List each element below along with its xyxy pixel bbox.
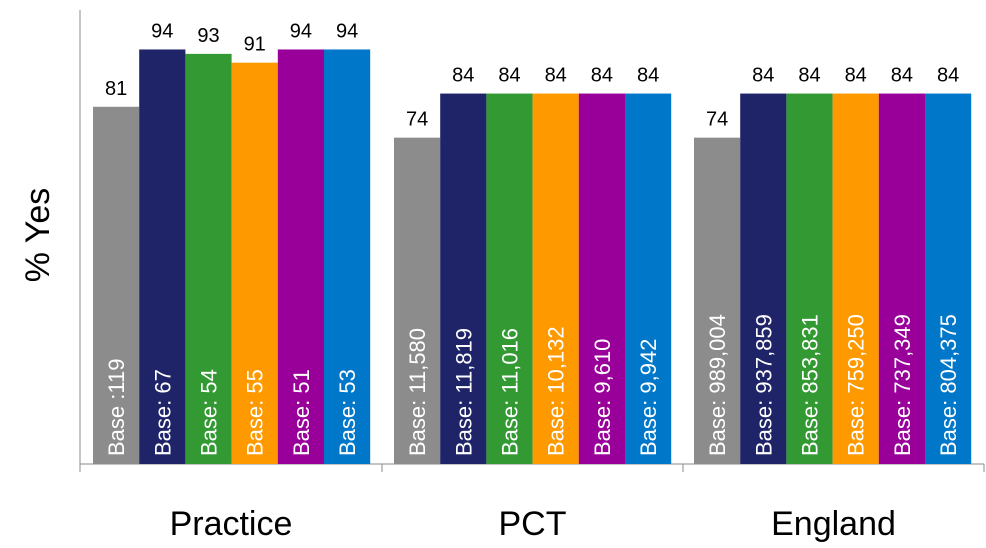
value-label-england-0: 74 (706, 109, 728, 131)
value-label-england-1: 84 (752, 65, 774, 87)
value-label-practice-4: 94 (290, 20, 312, 42)
base-label-england-4: Base: 737,349 (890, 314, 915, 456)
base-label-pct-5: Base: 9,942 (636, 339, 661, 456)
value-label-pct-3: 84 (545, 65, 567, 87)
base-label-practice-3: Base: 55 (243, 369, 268, 456)
bar-england-3 (832, 93, 879, 464)
value-label-pct-2: 84 (498, 65, 520, 87)
bar-pct-1 (440, 93, 487, 464)
base-label-pct-1: Base: 11,819 (451, 328, 476, 456)
bar-practice-4 (277, 49, 324, 465)
value-label-pct-0: 74 (406, 109, 428, 131)
base-label-practice-2: Base: 54 (197, 369, 222, 456)
bar-practice-1 (139, 49, 186, 465)
value-label-pct-4: 84 (591, 65, 613, 87)
value-label-england-3: 84 (845, 65, 867, 87)
bar-pct-4 (578, 93, 625, 464)
base-label-pct-2: Base: 11,016 (498, 328, 523, 456)
y-axis-label: % Yes (19, 188, 57, 283)
value-label-practice-0: 81 (105, 78, 127, 100)
base-label-practice-0: Base :119 (104, 359, 129, 456)
base-label-pct-3: Base: 10,132 (544, 326, 569, 456)
base-label-england-3: Base: 759,250 (844, 314, 869, 456)
bar-pct-2 (486, 93, 533, 464)
bar-practice-3 (231, 62, 278, 464)
base-label-pct-4: Base: 9,610 (590, 339, 615, 456)
value-label-practice-3: 91 (244, 34, 266, 56)
base-label-england-2: Base: 853,831 (798, 314, 823, 456)
value-label-england-2: 84 (798, 65, 820, 87)
base-label-pct-0: Base: 11,580 (405, 328, 430, 456)
value-label-pct-1: 84 (452, 65, 474, 87)
bar-england-2 (786, 93, 833, 464)
bar-england-1 (740, 93, 787, 464)
bar-practice-5 (324, 49, 371, 465)
bar-england-0 (694, 137, 741, 464)
base-label-practice-4: Base: 51 (289, 369, 314, 456)
value-label-england-4: 84 (891, 65, 913, 87)
bar-pct-3 (532, 93, 579, 464)
base-label-england-0: Base: 989,004 (705, 314, 730, 456)
category-label-pct: PCT (499, 505, 567, 543)
bar-practice-2 (185, 53, 232, 465)
bar-pct-5 (625, 93, 672, 464)
value-label-pct-5: 84 (637, 65, 659, 87)
bar-england-4 (878, 93, 925, 464)
category-label-england: England (771, 505, 896, 543)
bar-pct-0 (394, 137, 441, 464)
bar-england-5 (925, 93, 972, 464)
base-label-practice-5: Base: 53 (335, 369, 360, 456)
value-label-practice-2: 93 (197, 25, 219, 47)
value-label-practice-5: 94 (336, 20, 358, 42)
base-label-practice-1: Base: 67 (150, 369, 175, 456)
bar-practice-0 (93, 106, 140, 464)
category-label-practice: Practice (170, 505, 293, 543)
base-label-england-1: Base: 937,859 (751, 314, 776, 456)
base-label-england-5: Base: 804,375 (936, 314, 961, 456)
value-label-practice-1: 94 (151, 20, 173, 42)
value-label-england-5: 84 (937, 65, 959, 87)
